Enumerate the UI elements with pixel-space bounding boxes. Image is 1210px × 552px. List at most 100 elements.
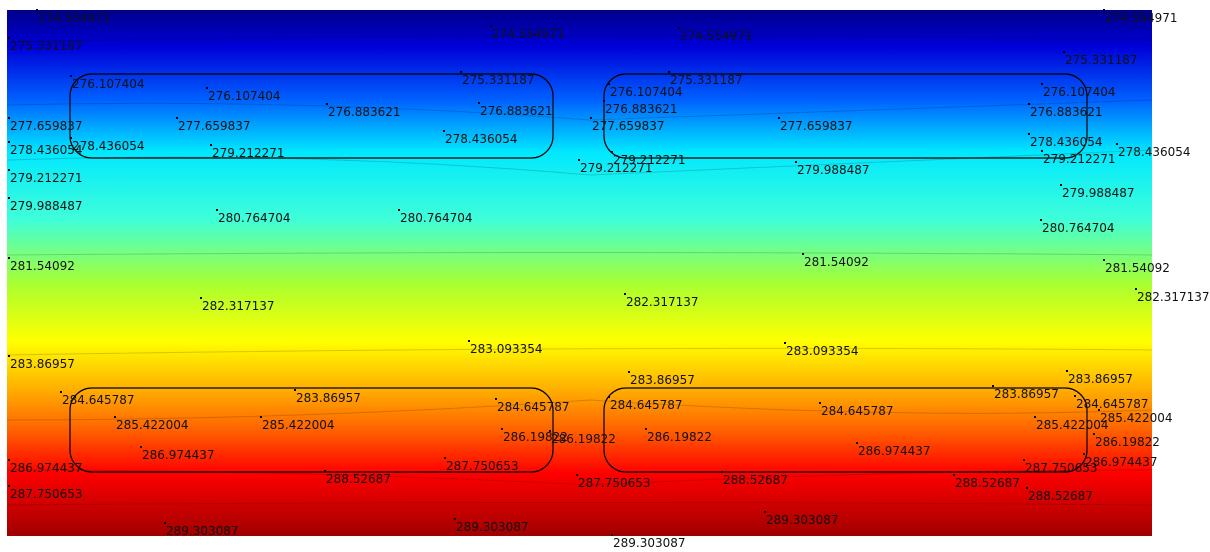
label-marker xyxy=(778,117,780,119)
isotherm-label: 282.317137 xyxy=(626,295,699,309)
label-marker xyxy=(8,485,10,487)
isotherm-label: 274.554971 xyxy=(680,29,753,43)
isotherm-label: 276.107404 xyxy=(610,85,683,99)
label-marker xyxy=(1026,487,1028,489)
isotherm-label: 284.645787 xyxy=(610,398,683,412)
isotherm-label: 289.303087 xyxy=(166,524,239,538)
label-marker xyxy=(443,130,445,132)
isotherm-label: 280.764704 xyxy=(218,211,291,225)
label-marker xyxy=(645,428,647,430)
label-marker xyxy=(70,137,72,139)
isotherm-label: 277.659837 xyxy=(780,119,853,133)
isotherm-label: 283.86957 xyxy=(296,391,361,405)
label-marker xyxy=(802,253,804,255)
isotherm-label: 281.54092 xyxy=(10,259,75,273)
isotherm-label: 287.750653 xyxy=(578,476,651,490)
isotherm-label: 279.988487 xyxy=(10,199,83,213)
isotherm-label: 279.212271 xyxy=(1043,152,1116,166)
isotherm-label: 277.659837 xyxy=(10,119,83,133)
label-marker xyxy=(8,197,10,199)
label-marker xyxy=(60,391,62,393)
label-marker xyxy=(501,428,503,430)
label-marker xyxy=(992,385,994,387)
label-marker xyxy=(1098,409,1100,411)
label-marker xyxy=(1083,453,1085,455)
isotherm-label: 285.422004 xyxy=(116,418,189,432)
label-marker xyxy=(1060,184,1062,186)
isotherm-label: 278.436054 xyxy=(10,143,83,157)
isotherm-label: 283.86957 xyxy=(630,373,695,387)
label-marker xyxy=(114,416,116,418)
label-marker xyxy=(668,71,670,73)
isotherm-label: 286.974437 xyxy=(10,461,83,475)
isotherm-label: 275.331187 xyxy=(670,73,743,87)
label-marker xyxy=(1103,9,1105,11)
label-marker xyxy=(1041,150,1043,152)
isotherm-label: 280.764704 xyxy=(1042,221,1115,235)
label-marker xyxy=(590,117,592,119)
label-marker xyxy=(721,471,723,473)
label-marker xyxy=(294,389,296,391)
label-marker xyxy=(576,474,578,476)
label-marker xyxy=(819,402,821,404)
isotherm-label: 283.86957 xyxy=(994,387,1059,401)
isotherm-label: 279.212271 xyxy=(10,171,83,185)
label-marker xyxy=(490,25,492,27)
label-marker xyxy=(608,396,610,398)
isotherm-label: 282.317137 xyxy=(202,299,275,313)
label-marker xyxy=(1093,433,1095,435)
isotherm-label: 288.52687 xyxy=(326,472,391,486)
isotherm-label: 278.436054 xyxy=(72,139,145,153)
isotherm-label: 279.212271 xyxy=(212,146,285,160)
isotherm-label: 276.107404 xyxy=(1043,85,1116,99)
label-marker xyxy=(1066,370,1068,372)
label-marker xyxy=(468,340,470,342)
isotherm-label: 284.645787 xyxy=(821,404,894,418)
label-marker xyxy=(1028,133,1030,135)
label-marker xyxy=(70,75,72,77)
isotherm-label: 288.52687 xyxy=(1028,489,1093,503)
label-marker xyxy=(611,151,613,153)
isotherm-label: 286.19822 xyxy=(647,430,712,444)
label-marker xyxy=(8,141,10,143)
isotherm-label: 286.19822 xyxy=(503,430,568,444)
isotherm-label: 282.317137 xyxy=(1137,290,1210,304)
isotherm-label: 288.52687 xyxy=(723,473,788,487)
label-marker xyxy=(444,457,446,459)
isotherm-label: 284.645787 xyxy=(62,393,135,407)
label-marker xyxy=(1063,51,1065,53)
isotherm-label: 283.093354 xyxy=(786,344,859,358)
isotherm-label: 289.303087 xyxy=(456,520,529,534)
label-marker xyxy=(495,398,497,400)
isotherm-label: 277.659837 xyxy=(178,119,251,133)
isotherm-label: 276.883621 xyxy=(1030,105,1103,119)
label-marker xyxy=(678,27,680,29)
label-marker xyxy=(216,209,218,211)
isotherm-label: 275.331187 xyxy=(462,73,535,87)
label-marker xyxy=(953,474,955,476)
label-marker xyxy=(8,355,10,357)
label-marker xyxy=(164,522,166,524)
isotherm-label: 276.883621 xyxy=(480,104,553,118)
isotherm-label: 274.554971 xyxy=(1105,11,1178,25)
label-marker xyxy=(795,161,797,163)
isotherm-label: 288.52687 xyxy=(955,476,1020,490)
isotherm-label: 278.436054 xyxy=(1030,135,1103,149)
component-outlines xyxy=(69,73,1088,473)
isotherm-label: 280.764704 xyxy=(400,211,473,225)
isotherm-label: 283.093354 xyxy=(470,342,543,356)
isotherm-label: 287.750653 xyxy=(446,459,519,473)
label-marker xyxy=(578,159,580,161)
label-marker xyxy=(8,257,10,259)
isotherm-label: 286.974437 xyxy=(1085,455,1158,469)
label-marker xyxy=(1103,259,1105,261)
temperature-field xyxy=(7,10,1152,536)
isotherm-label: 278.436054 xyxy=(445,132,518,146)
label-marker xyxy=(324,470,326,472)
outline-top-left xyxy=(69,73,554,159)
label-marker xyxy=(784,342,786,344)
isotherm-label: 275.331187 xyxy=(10,39,83,53)
label-marker xyxy=(8,169,10,171)
label-marker xyxy=(8,117,10,119)
